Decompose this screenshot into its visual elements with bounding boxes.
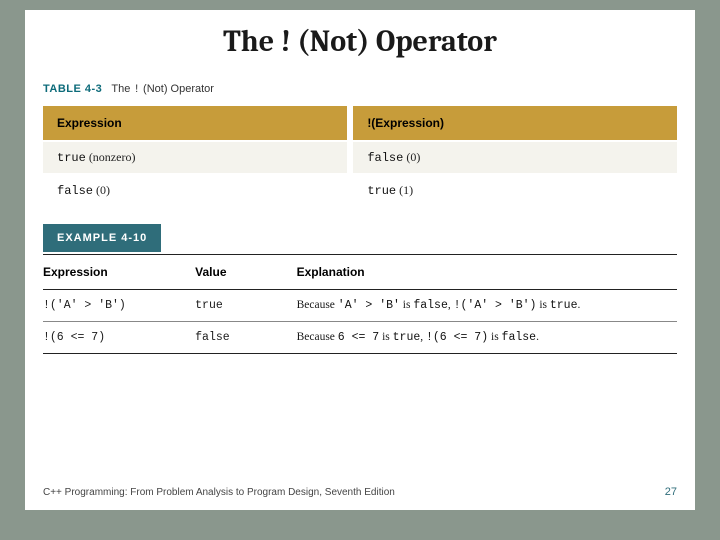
cell-value: true xyxy=(195,290,296,322)
mono-text: true xyxy=(550,299,578,312)
mono-text: false xyxy=(413,299,448,312)
table-label: TABLE 4-3 The ! (Not) Operator xyxy=(43,83,677,96)
example-badge: EXAMPLE 4-10 xyxy=(43,224,161,252)
plain-text: (1) xyxy=(396,183,413,197)
cell-expression: !('A' > 'B') xyxy=(43,290,195,322)
th-value: Value xyxy=(195,255,296,290)
plain-text: (0) xyxy=(403,150,420,164)
txt: . xyxy=(536,331,539,343)
th-explanation: Explanation xyxy=(297,255,677,290)
example-table: Expression Value Explanation !('A' > 'B'… xyxy=(43,254,677,354)
txt: is xyxy=(536,299,549,311)
mono-text: true xyxy=(367,184,396,198)
th-not-expression: !(Expression) xyxy=(353,106,677,141)
truth-table-header: Expression !(Expression) xyxy=(43,106,677,141)
cell-explanation: Because 'A' > 'B' is false, !('A' > 'B')… xyxy=(297,290,677,322)
title-bar: The ! (Not) Operator xyxy=(25,10,695,75)
txt: is xyxy=(488,331,501,343)
cell-expr: false (0) xyxy=(43,174,347,207)
cell-result: false (0) xyxy=(353,141,677,174)
mono-text: false xyxy=(57,184,93,198)
cell-result: true (1) xyxy=(353,174,677,207)
truth-table-row: false (0) true (1) xyxy=(43,174,677,207)
page-number: 27 xyxy=(665,486,677,498)
txt: Because xyxy=(297,299,338,311)
txt: . xyxy=(577,299,580,311)
cell-expr: true (nonzero) xyxy=(43,141,347,174)
txt: is xyxy=(400,299,413,311)
mono-text: !(6 <= 7) xyxy=(426,331,488,344)
footer-text: C++ Programming: From Problem Analysis t… xyxy=(43,487,395,498)
caption-suffix: (Not) Operator xyxy=(140,83,214,95)
mono-text: true xyxy=(57,151,86,165)
txt: Because xyxy=(297,331,338,343)
example-row: !(6 <= 7) false Because 6 <= 7 is true, … xyxy=(43,322,677,354)
content-area: TABLE 4-3 The ! (Not) Operator Expressio… xyxy=(25,75,695,354)
plain-text: (0) xyxy=(93,183,110,197)
footer: C++ Programming: From Problem Analysis t… xyxy=(43,487,677,498)
caption-mono: ! xyxy=(133,84,140,96)
example-header: Expression Value Explanation xyxy=(43,255,677,290)
mono-text: false xyxy=(367,151,403,165)
mono-text: true xyxy=(393,331,421,344)
slide-title: The ! (Not) Operator xyxy=(25,24,695,59)
cell-value: false xyxy=(195,322,296,354)
mono-text: false xyxy=(502,331,537,344)
truth-table-row: true (nonzero) false (0) xyxy=(43,141,677,174)
cell-expression: !(6 <= 7) xyxy=(43,322,195,354)
example-row: !('A' > 'B') true Because 'A' > 'B' is f… xyxy=(43,290,677,322)
th-expression: Expression xyxy=(43,255,195,290)
table-label-name: TABLE 4-3 xyxy=(43,83,102,95)
th-expression: Expression xyxy=(43,106,347,141)
txt: is xyxy=(379,331,392,343)
mono-text: !('A' > 'B') xyxy=(454,299,537,312)
caption-prefix: The xyxy=(111,83,133,95)
mono-text: 6 <= 7 xyxy=(338,331,379,344)
plain-text: (nonzero) xyxy=(86,150,136,164)
cell-explanation: Because 6 <= 7 is true, !(6 <= 7) is fal… xyxy=(297,322,677,354)
slide: The ! (Not) Operator TABLE 4-3 The ! (No… xyxy=(25,10,695,510)
truth-table: Expression !(Expression) true (nonzero) … xyxy=(43,106,677,208)
table-label-caption: The ! (Not) Operator xyxy=(111,83,214,95)
mono-text: 'A' > 'B' xyxy=(338,299,400,312)
